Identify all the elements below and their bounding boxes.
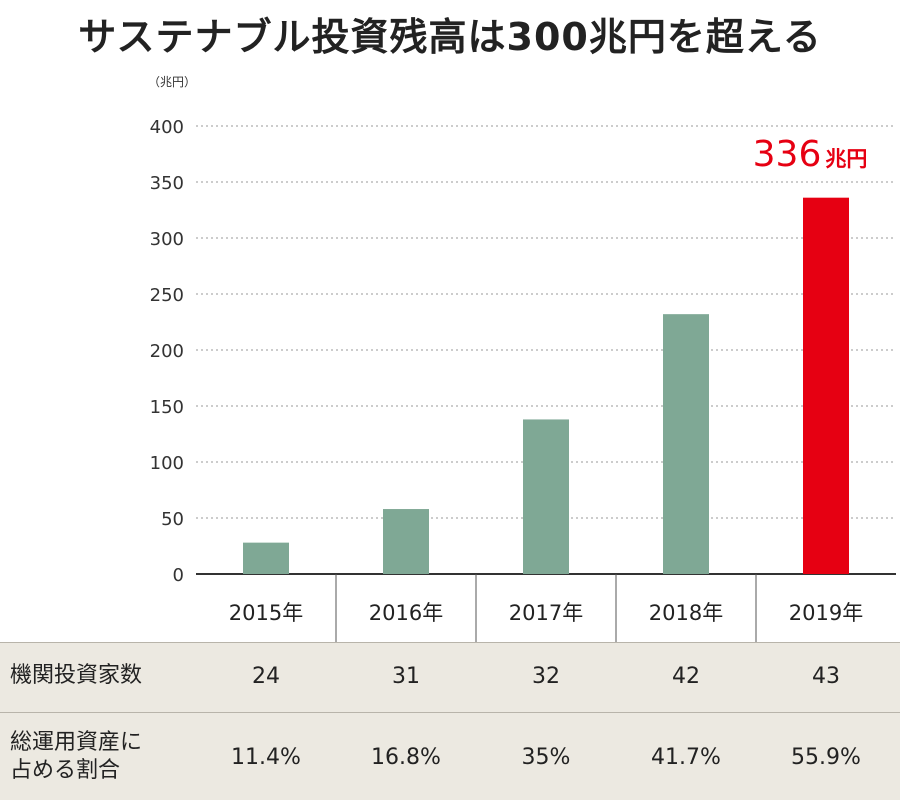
bar xyxy=(243,542,289,574)
data-table: 機関投資家数 24 31 32 42 43 総運用資産に 占める割合 11.4%… xyxy=(0,642,900,800)
table-cell: 24 xyxy=(252,663,280,689)
x-tick-label: 2015年 xyxy=(229,601,303,625)
table-top-border xyxy=(0,642,900,643)
table-cell: 32 xyxy=(532,663,560,689)
table-cell: 41.7% xyxy=(651,744,721,770)
row-header-line: 総運用資産に xyxy=(10,730,143,755)
x-tick-label: 2018年 xyxy=(649,601,723,625)
table-cell: 42 xyxy=(672,663,700,689)
x-tick-label: 2016年 xyxy=(369,601,443,625)
y-tick-label: 50 xyxy=(161,509,184,530)
bars xyxy=(243,197,849,574)
table-cell: 11.4% xyxy=(231,744,301,770)
y-tick-label: 150 xyxy=(150,397,184,418)
y-tick-label: 250 xyxy=(150,285,184,306)
y-tick-label: 300 xyxy=(150,229,184,250)
highlight-unit: 兆円 xyxy=(825,147,867,171)
bar xyxy=(523,419,569,574)
y-tick-label: 200 xyxy=(150,341,184,362)
highlight-value: 336 xyxy=(753,134,822,175)
table-cell: 35% xyxy=(521,744,571,770)
table-cell: 43 xyxy=(812,663,840,689)
row-header: 機関投資家数 xyxy=(10,663,143,688)
bar xyxy=(803,197,849,574)
highlight-value-label: 336 兆円 xyxy=(753,134,868,175)
table-cell: 16.8% xyxy=(371,744,441,770)
y-axis-ticks: 400 350 300 250 200 150 100 50 0 xyxy=(150,117,184,586)
bar-chart: （兆円） 400 350 300 250 200 150 100 50 0 2015年 2016年… xyxy=(148,75,896,642)
y-tick-label: 100 xyxy=(150,453,184,474)
table-cell: 31 xyxy=(392,663,420,689)
bar xyxy=(383,509,429,574)
y-axis-unit: （兆円） xyxy=(148,75,196,89)
table-cell: 55.9% xyxy=(791,744,861,770)
y-tick-label: 350 xyxy=(150,173,184,194)
chart-title: サステナブル投資残高は300兆円を超える xyxy=(78,15,822,59)
category-axis: 2015年 2016年 2017年 2018年 2019年 xyxy=(229,574,863,642)
table-row-investors: 機関投資家数 24 31 32 42 43 xyxy=(0,642,900,710)
x-tick-label: 2019年 xyxy=(789,601,863,625)
x-tick-label: 2017年 xyxy=(509,601,583,625)
row-header-line: 占める割合 xyxy=(10,758,121,783)
highlight-annotation: 336 兆円 xyxy=(753,134,868,175)
y-tick-label: 400 xyxy=(150,117,184,138)
y-tick-label: 0 xyxy=(173,565,184,586)
table-row-share: 総運用資産に 占める割合 11.4% 16.8% 35% 41.7% 55.9% xyxy=(0,714,900,800)
table-row-divider xyxy=(0,712,900,713)
row-header: 総運用資産に 占める割合 xyxy=(0,729,196,785)
bar xyxy=(663,314,709,574)
